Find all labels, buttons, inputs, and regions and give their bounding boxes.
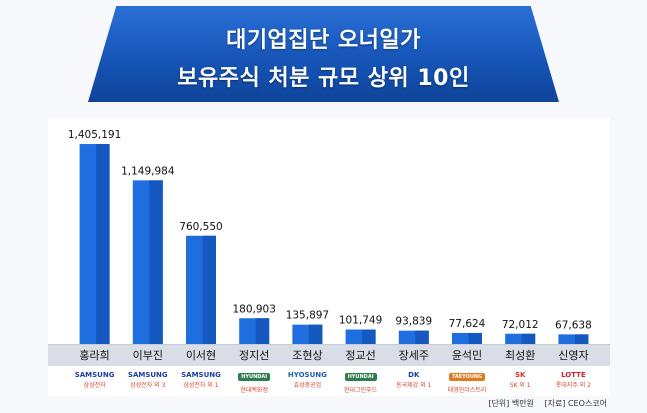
company-caption: 삼성전자 [83,382,106,389]
owner-name: 정교선 [345,349,376,362]
source-note: [자료] CEO스코어 [544,399,607,408]
title-banner: 대기업집단 오너일가 보유주식 처분 규모 상위 10인 [88,6,559,102]
hyosung-logo: HYOSUNG [287,371,327,379]
bar-윤석민 [452,332,482,344]
owner-name: 홍라희 [79,349,110,362]
bar-shade [468,332,482,344]
company-cell: SAMSUNG 삼성전자 [67,366,123,396]
company-row: SAMSUNG 삼성전자 SAMSUNG 삼성전자 외 3 SAMSUNG 삼성전자 외 … [48,366,610,396]
value-label: 135,897 [286,310,329,322]
company-caption: 태영인더스트리 [447,387,487,394]
value-label: 760,550 [179,221,222,233]
bar-shade [308,324,323,344]
bar-shade [362,329,376,344]
value-label: 1,405,191 [68,129,121,141]
company-cell: SK SK 외 1 [492,366,548,396]
samsung-logo: SAMSUNG [181,371,221,379]
name-row: 홍라희 이부진 이서현 정지선 조현상 정교선 장세주 윤석민 최성환 신영자 [48,344,610,367]
company-cell: TAEYOUNG 태영인더스트리 [439,366,495,396]
samsung-logo: SAMSUNG [74,371,115,379]
company-caption: 현대백화점 [240,387,268,394]
value-label: 77,624 [449,318,486,330]
hyundai-logo: HYUNDAI [238,373,271,381]
bar-shade [255,318,270,344]
owner-name: 이부진 [132,349,163,362]
owner-name: 정지선 [239,349,270,362]
company-caption: 효성중공업 [293,382,322,389]
lotte-logo: LOTTE [561,371,586,379]
bar-shade [415,330,429,344]
owner-name: 이서현 [185,349,217,362]
company-caption: 삼성전자 외 3 [130,382,166,389]
taeyoung-logo: TAEYOUNG [448,373,486,381]
value-label: 180,903 [232,303,275,315]
owner-name: 조현상 [292,349,323,362]
company-caption: SK 외 1 [509,382,531,389]
bar-신영자 [558,334,589,344]
title-line-1: 대기업집단 오너일가 [226,28,421,53]
footer: [단위] 백만원 [자료] CEO스코어 [480,398,607,409]
bar-shade [149,180,163,344]
dongkuk-logo: DK [408,371,420,379]
company-cell: HYOSUNG 효성중공업 [279,366,335,396]
owner-name: 최성환 [505,349,536,362]
unit-note: [단위] 백만원 [488,399,534,408]
bar-chart: 1,405,191 1,149,984 760,550 180,903 135,897 1… [68,129,592,344]
bar-shade [521,333,536,344]
value-label: 67,638 [555,319,592,331]
value-label: 1,149,984 [121,165,175,177]
bar-shade [202,235,216,344]
company-caption: 현대그린푸드 [344,387,378,394]
company-cell: HYUNDAI 현대백화점 [226,366,282,396]
company-caption: 동국제강 외 1 [396,382,432,389]
owner-name: 장세주 [398,349,429,362]
samsung-logo: SAMSUNG [127,371,168,379]
owner-name: 신영자 [558,349,589,362]
company-cell: HYUNDAI 현대그린푸드 [333,366,389,396]
bar-shade [574,334,589,344]
company-cell: LOTTE 롯데지주 외 2 [545,366,601,396]
company-cell: DK 동국제강 외 1 [386,366,442,396]
bar-shade [96,144,110,344]
hyundai-logo: HYUNDAI [344,373,377,381]
owner-name: 윤석민 [451,349,483,362]
value-label: 93,839 [395,316,432,328]
company-caption: 롯데지주 외 2 [555,382,591,389]
company-cell: SAMSUNG 삼성전자 외 1 [173,366,229,396]
value-label: 72,012 [502,319,539,331]
company-cell: SAMSUNG 삼성전자 외 3 [120,366,176,396]
company-caption: 삼성전자 외 1 [183,382,219,389]
value-label: 101,749 [339,315,382,327]
bar-최성환 [505,333,536,344]
chart-area: 1,405,191 1,149,984 760,550 180,903 135,897 1… [48,118,610,344]
title-line-2: 보유주식 처분 규모 상위 10인 [177,66,470,91]
sk-logo: SK [514,371,526,379]
